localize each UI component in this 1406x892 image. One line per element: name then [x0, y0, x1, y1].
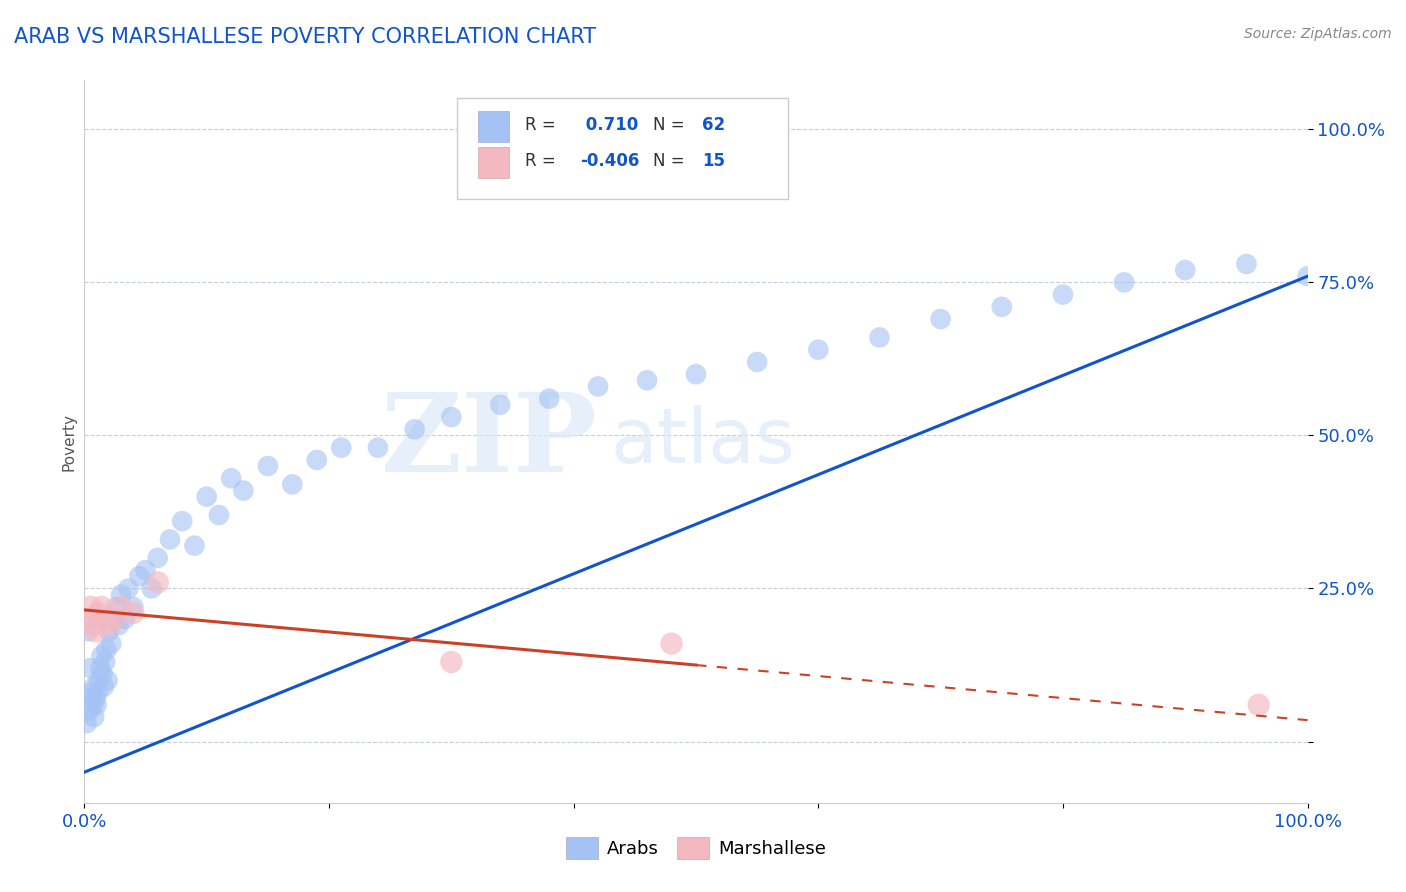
- FancyBboxPatch shape: [457, 98, 787, 200]
- Point: [104, 612, 127, 626]
- Text: -0.406: -0.406: [579, 153, 640, 170]
- Text: N =: N =: [654, 116, 690, 134]
- Point: [159, 533, 181, 547]
- Point: [90, 648, 112, 663]
- Point: [1296, 269, 1319, 284]
- Point: [97, 624, 120, 639]
- Point: [80, 685, 103, 699]
- Point: [91, 667, 114, 681]
- Point: [141, 582, 163, 596]
- Point: [183, 539, 205, 553]
- Point: [110, 588, 132, 602]
- Point: [83, 710, 105, 724]
- Point: [208, 508, 231, 522]
- Point: [117, 582, 139, 596]
- Text: 0.710: 0.710: [579, 116, 638, 134]
- Point: [195, 490, 218, 504]
- Point: [257, 458, 280, 473]
- Point: [538, 392, 561, 406]
- Point: [128, 569, 150, 583]
- Point: [94, 655, 117, 669]
- Point: [77, 612, 100, 626]
- Point: [97, 618, 120, 632]
- Y-axis label: Poverty: Poverty: [60, 412, 76, 471]
- Point: [76, 716, 98, 731]
- Point: [281, 477, 304, 491]
- Point: [1114, 276, 1136, 290]
- Text: 62: 62: [702, 116, 725, 134]
- Point: [661, 637, 683, 651]
- Point: [330, 441, 353, 455]
- Point: [122, 599, 145, 614]
- Point: [367, 441, 389, 455]
- Point: [991, 300, 1014, 314]
- Point: [685, 367, 707, 381]
- Point: [929, 312, 952, 326]
- Point: [93, 680, 115, 694]
- Point: [807, 343, 830, 357]
- Point: [110, 599, 132, 614]
- Point: [1236, 257, 1258, 271]
- Point: [586, 379, 609, 393]
- Point: [86, 698, 108, 712]
- Point: [87, 606, 110, 620]
- Legend: Arabs, Marshallese: Arabs, Marshallese: [558, 830, 834, 866]
- Point: [89, 661, 111, 675]
- FancyBboxPatch shape: [478, 112, 509, 142]
- Point: [103, 612, 125, 626]
- Point: [1052, 287, 1074, 301]
- Point: [146, 550, 169, 565]
- Point: [90, 599, 112, 614]
- Point: [80, 691, 103, 706]
- Point: [87, 685, 110, 699]
- Text: 15: 15: [702, 153, 725, 170]
- Point: [489, 398, 512, 412]
- Point: [440, 655, 463, 669]
- Point: [82, 618, 104, 632]
- Point: [82, 698, 104, 712]
- Point: [79, 599, 101, 614]
- Point: [84, 691, 107, 706]
- FancyBboxPatch shape: [478, 147, 509, 178]
- Text: atlas: atlas: [610, 405, 796, 478]
- Point: [77, 704, 100, 718]
- Point: [636, 373, 658, 387]
- Point: [87, 673, 110, 688]
- Point: [97, 673, 120, 688]
- Point: [96, 642, 118, 657]
- Point: [77, 624, 100, 639]
- Point: [135, 563, 157, 577]
- Text: R =: R =: [524, 153, 561, 170]
- Point: [172, 514, 194, 528]
- Point: [305, 453, 328, 467]
- Point: [219, 471, 242, 485]
- Text: Source: ZipAtlas.com: Source: ZipAtlas.com: [1244, 27, 1392, 41]
- Point: [100, 637, 122, 651]
- Point: [146, 575, 169, 590]
- Point: [83, 680, 105, 694]
- Text: N =: N =: [654, 153, 690, 170]
- Point: [440, 410, 463, 425]
- Point: [114, 612, 136, 626]
- Point: [1174, 263, 1197, 277]
- Point: [94, 612, 117, 626]
- Text: ARAB VS MARSHALLESE POVERTY CORRELATION CHART: ARAB VS MARSHALLESE POVERTY CORRELATION …: [14, 27, 596, 46]
- Text: ZIP: ZIP: [381, 388, 598, 495]
- Point: [105, 599, 128, 614]
- Text: R =: R =: [524, 116, 561, 134]
- Point: [747, 355, 769, 369]
- Point: [84, 624, 107, 639]
- Point: [79, 661, 101, 675]
- Point: [122, 606, 145, 620]
- Point: [869, 330, 891, 344]
- Point: [107, 618, 129, 632]
- Point: [404, 422, 426, 436]
- Point: [1247, 698, 1270, 712]
- Point: [232, 483, 254, 498]
